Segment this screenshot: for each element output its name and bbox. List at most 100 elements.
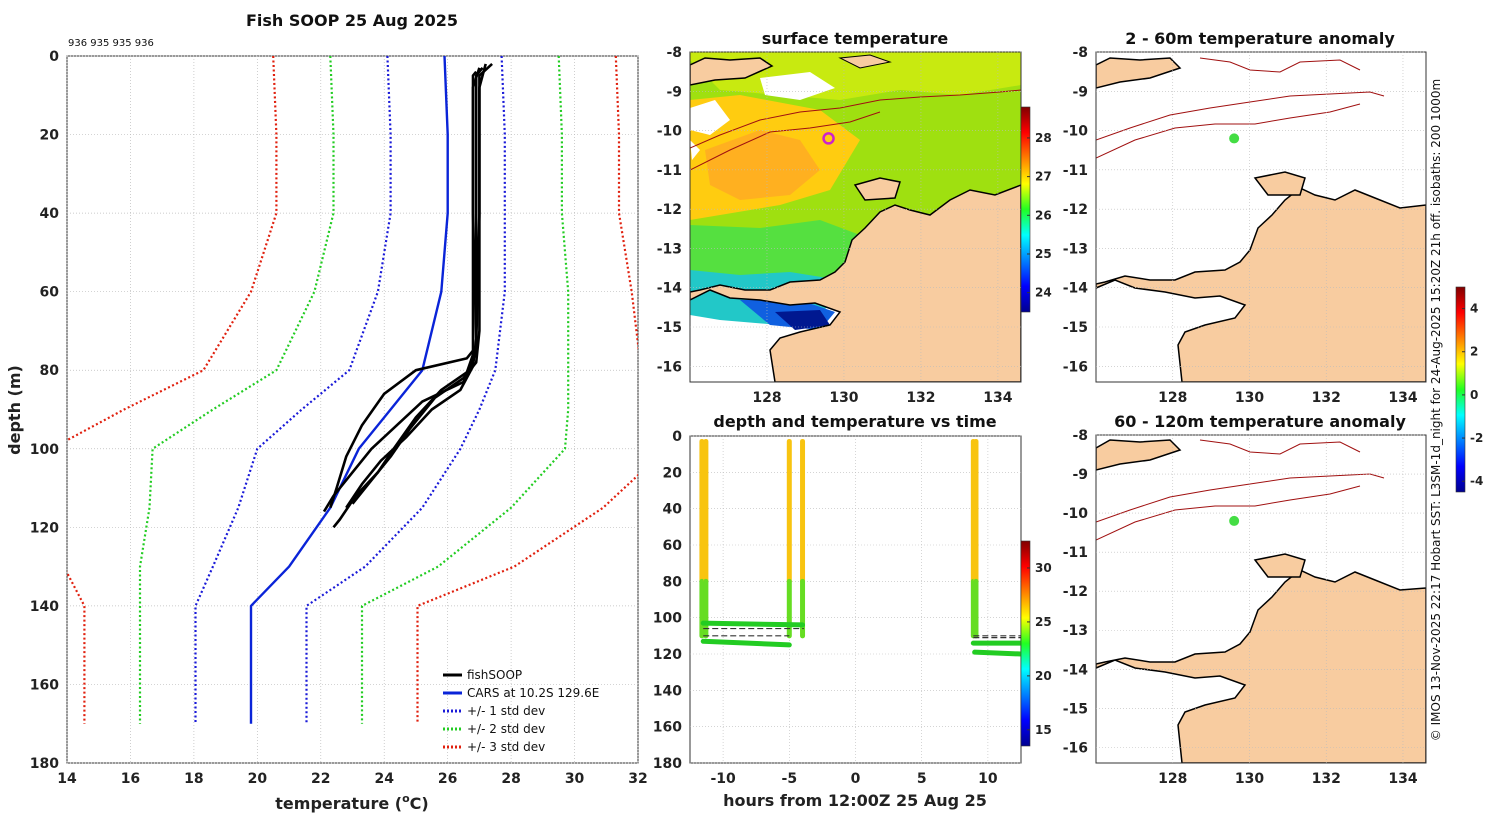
sst-field-orange (705, 130, 820, 200)
profile-xticks: 14 16 18 20 22 24 26 28 30 32 (57, 771, 647, 787)
anomaly-deep-title: 60 - 120m temperature anomaly (1114, 412, 1406, 431)
timeseries-xtick-label: -10 (710, 771, 736, 787)
anomaly-deep-isobath-1000 (1096, 485, 1361, 541)
profile-lines (67, 56, 638, 724)
map-ytick-label: -8 (1072, 45, 1088, 61)
profile-ylabel: depth (m) (5, 365, 24, 455)
anomaly-deep-land-melville (1253, 553, 1306, 578)
map-ytick-label: -8 (666, 45, 682, 61)
profile-ytick-label: 80 (40, 363, 60, 379)
timeseries-yticks: 0 20 40 60 80 100 120 140 160 180 (653, 429, 1021, 772)
legend-label-std3: +/- 3 std dev (467, 740, 545, 754)
map-ytick-label: -10 (657, 124, 683, 140)
map-xtick-label: 128 (1158, 771, 1187, 787)
timeseries-ytick-label: 0 (672, 429, 682, 445)
profile-line-fishsoop-cast-2 (332, 66, 484, 529)
map-ytick-label: -11 (1063, 545, 1088, 561)
timeseries-xlabel: hours from 12:00Z 25 Aug 25 (723, 791, 987, 810)
sst-colorbar-tick-label: 24 (1035, 286, 1052, 300)
profile-xtick-label: 24 (374, 771, 394, 787)
sst-yticks: -8 -9 -10 -11 -12 -13 -14 -15 -16 (657, 45, 1021, 375)
legend-label-fishsoop: fishSOOP (467, 668, 522, 682)
map-xtick-label: 132 (906, 390, 935, 406)
anomaly-colorbar-tick-label: 4 (1470, 302, 1478, 316)
profile-line-std1-lower (194, 56, 392, 724)
timeseries-colorbar-tick-label: 25 (1035, 615, 1052, 629)
anomaly-shallow-panel: 2 - 60m temperature anomaly 128 130 132 134… (1063, 29, 1427, 406)
profile-line-cars (249, 56, 449, 724)
profile-xtick-label: 18 (184, 771, 203, 787)
profile-ytick-label: 60 (40, 285, 60, 301)
sst-colorbar-tick-label: 28 (1035, 131, 1052, 145)
timeseries-ytick-label: 140 (653, 683, 682, 699)
map-xtick-label: 130 (829, 390, 858, 406)
map-ytick-label: -15 (1063, 320, 1088, 336)
profile-line-std2-upper (360, 56, 570, 724)
profile-xtick-label: 22 (311, 771, 330, 787)
profile-line-std1-upper (305, 56, 506, 724)
anomaly-colorbar-tick-label: 0 (1470, 388, 1478, 402)
map-ytick-label: -10 (1063, 506, 1089, 522)
sst-isobath-1000 (690, 111, 881, 171)
anomaly-shallow-station-marker (1229, 133, 1240, 144)
anomaly-shallow-isobath-1000 (1096, 103, 1361, 159)
profile-xlabel: temperature (oC) (275, 792, 428, 813)
anomaly-deep-isobath-200 (1096, 473, 1385, 523)
timeseries-bottom-track-4 (972, 649, 1024, 657)
anomaly-shallow-yticks: -8 -9 -10 -11 -12 -13 -14 -15 -16 (1063, 45, 1426, 375)
map-xtick-label: 132 (1312, 771, 1341, 787)
map-ytick-label: -11 (1063, 163, 1088, 179)
timeseries-xtick-label: -5 (782, 771, 798, 787)
timeseries-ytick-label: 180 (653, 756, 682, 772)
timeseries-colorbar-tick-label: 20 (1035, 669, 1052, 683)
timeseries-colorbar-tick-label: 30 (1035, 561, 1052, 575)
anomaly-shallow-land-australia (1096, 187, 1426, 382)
profile-line-std2-lower (138, 56, 335, 724)
sst-land-melville (853, 177, 901, 201)
sst-station-marker (822, 132, 835, 145)
profile-line-std3-lower (67, 56, 278, 724)
profile-ytick-label: 160 (30, 677, 59, 693)
timeseries-ytick-label: 20 (663, 465, 683, 481)
profile-ytick-label: 120 (30, 520, 59, 536)
sst-colorbar-tick-label: 27 (1035, 170, 1052, 184)
map-ytick-label: -14 (1063, 662, 1089, 678)
map-ytick-label: -9 (1072, 84, 1088, 100)
map-ytick-label: -15 (1063, 701, 1088, 717)
map-xtick-label: 134 (983, 390, 1012, 406)
profile-ytick-label: 40 (40, 206, 60, 222)
map-ytick-label: -16 (1063, 740, 1088, 756)
profile-ytick-label: 140 (30, 599, 59, 615)
sst-land-timor (690, 57, 774, 86)
map-ytick-label: -9 (666, 84, 682, 100)
profile-ytick-label: 180 (30, 756, 59, 772)
map-ytick-label: -16 (1063, 359, 1088, 375)
anomaly-deep-station-marker (1229, 515, 1240, 526)
timeseries-xtick-label: 10 (978, 771, 998, 787)
map-ytick-label: -14 (1063, 281, 1089, 297)
anomaly-deep-land-timor (1096, 439, 1182, 471)
map-ytick-label: -12 (657, 202, 682, 218)
timeseries-ytick-label: 80 (663, 574, 683, 590)
anomaly-shallow-map (1096, 52, 1426, 382)
profile-line-fishsoop-cast-4 (345, 67, 481, 509)
sst-title: surface temperature (762, 29, 949, 48)
sst-map (690, 52, 1021, 382)
map-ytick-label: -9 (1072, 467, 1088, 483)
map-ytick-label: -13 (1063, 623, 1088, 639)
profile-xtick-label: 16 (121, 771, 140, 787)
map-xtick-label: 130 (1235, 390, 1264, 406)
sst-field-midgreen (690, 220, 860, 290)
vessel-ids: 936 935 935 936 (68, 38, 154, 49)
profile-xtick-label: 14 (57, 771, 77, 787)
anomaly-shallow-xticks: 128 130 132 134 (1158, 52, 1418, 406)
anomaly-shallow-isobath-200 (1096, 91, 1385, 141)
profile-line-fishsoop-cast-5 (329, 63, 487, 509)
timeseries-ytick-label: 160 (653, 720, 682, 736)
map-ytick-label: -12 (1063, 202, 1088, 218)
map-xtick-label: 134 (1388, 390, 1417, 406)
anomaly-colorbar (1455, 286, 1466, 493)
profile-xtick-label: 32 (628, 771, 647, 787)
legend-label-std1: +/- 1 std dev (467, 704, 545, 718)
sst-field-darkblue (775, 310, 830, 330)
